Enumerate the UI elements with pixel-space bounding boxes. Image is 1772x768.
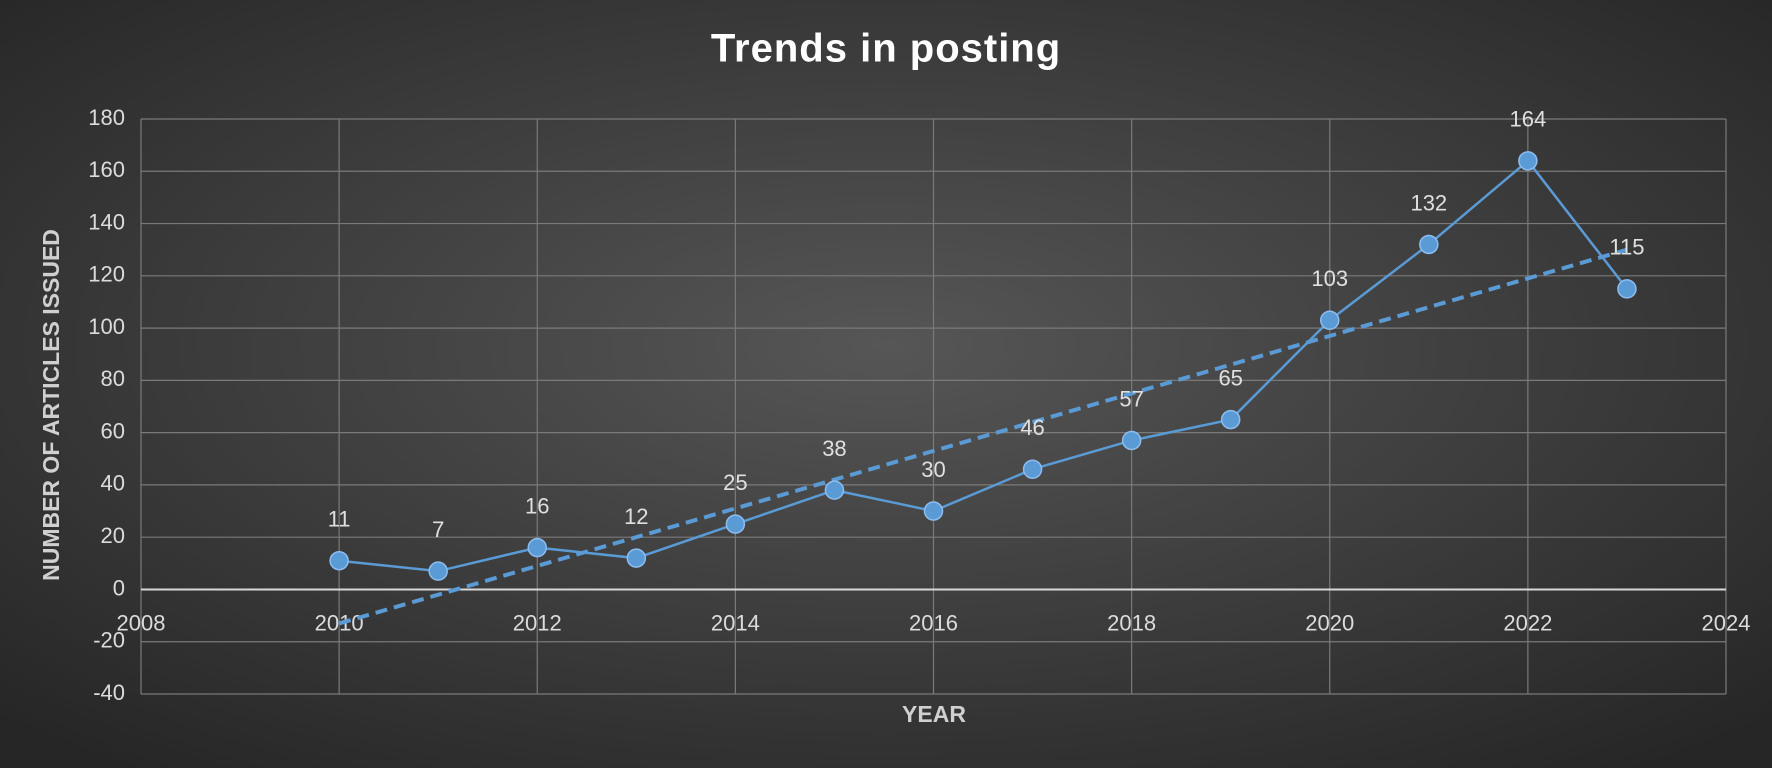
- x-tick-label: 2022: [1503, 610, 1552, 635]
- data-point: [1220, 409, 1241, 430]
- data-point: [923, 501, 944, 521]
- y-tick-label: 20: [101, 523, 125, 548]
- data-point: [1121, 430, 1142, 451]
- data-point: [527, 537, 547, 558]
- y-axis-title: NUMBER OF ARTICLES ISSUED: [38, 229, 64, 581]
- y-tick-label: 60: [101, 418, 125, 443]
- data-label: 164: [1510, 107, 1547, 132]
- data-label: 25: [723, 470, 747, 495]
- y-tick-label: 120: [88, 262, 125, 287]
- data-point: [1617, 279, 1637, 299]
- y-tick-label: 0: [113, 575, 125, 600]
- data-point: [1518, 151, 1538, 171]
- y-tick-label: 160: [88, 157, 125, 182]
- y-tick-label: 180: [88, 105, 125, 130]
- x-tick-label: 2012: [513, 610, 562, 635]
- data-point: [1320, 310, 1340, 330]
- data-point: [626, 548, 647, 568]
- data-point: [329, 550, 349, 571]
- data-label: 115: [1609, 235, 1644, 260]
- data-label: 12: [624, 504, 648, 529]
- data-label: 38: [822, 436, 846, 461]
- x-axis-title: YEAR: [902, 701, 966, 727]
- y-tick-label: -20: [93, 628, 125, 653]
- data-label: 132: [1410, 190, 1447, 215]
- data-label: 11: [328, 507, 351, 532]
- y-tick-label: 100: [88, 314, 125, 339]
- data-label: 57: [1119, 386, 1143, 411]
- x-tick-label: 2016: [909, 610, 958, 635]
- y-tick-label: 140: [88, 209, 125, 234]
- y-tick-label: -40: [93, 680, 125, 705]
- data-label: 30: [921, 457, 945, 482]
- data-point: [1022, 459, 1043, 479]
- data-point: [824, 480, 845, 500]
- data-label: 65: [1218, 365, 1242, 390]
- data-label: 103: [1311, 266, 1348, 291]
- data-point: [725, 514, 746, 534]
- data-point: [428, 561, 448, 581]
- x-tick-label: 2024: [1702, 610, 1751, 635]
- data-label: 46: [1020, 415, 1044, 440]
- x-tick-label: 2014: [711, 610, 760, 635]
- chart-title: Trends in posting: [711, 27, 1061, 71]
- x-tick-label: 2020: [1305, 610, 1354, 635]
- y-tick-label: 40: [101, 471, 125, 496]
- series-line: [338, 159, 1628, 573]
- data-label: 16: [525, 493, 549, 518]
- y-tick-label: 80: [101, 366, 125, 391]
- trendline: [338, 247, 1628, 626]
- x-tick-label: 2008: [117, 610, 166, 635]
- data-label: 7: [432, 517, 444, 542]
- x-tick-label: 2018: [1107, 610, 1156, 635]
- data-point: [1419, 234, 1439, 255]
